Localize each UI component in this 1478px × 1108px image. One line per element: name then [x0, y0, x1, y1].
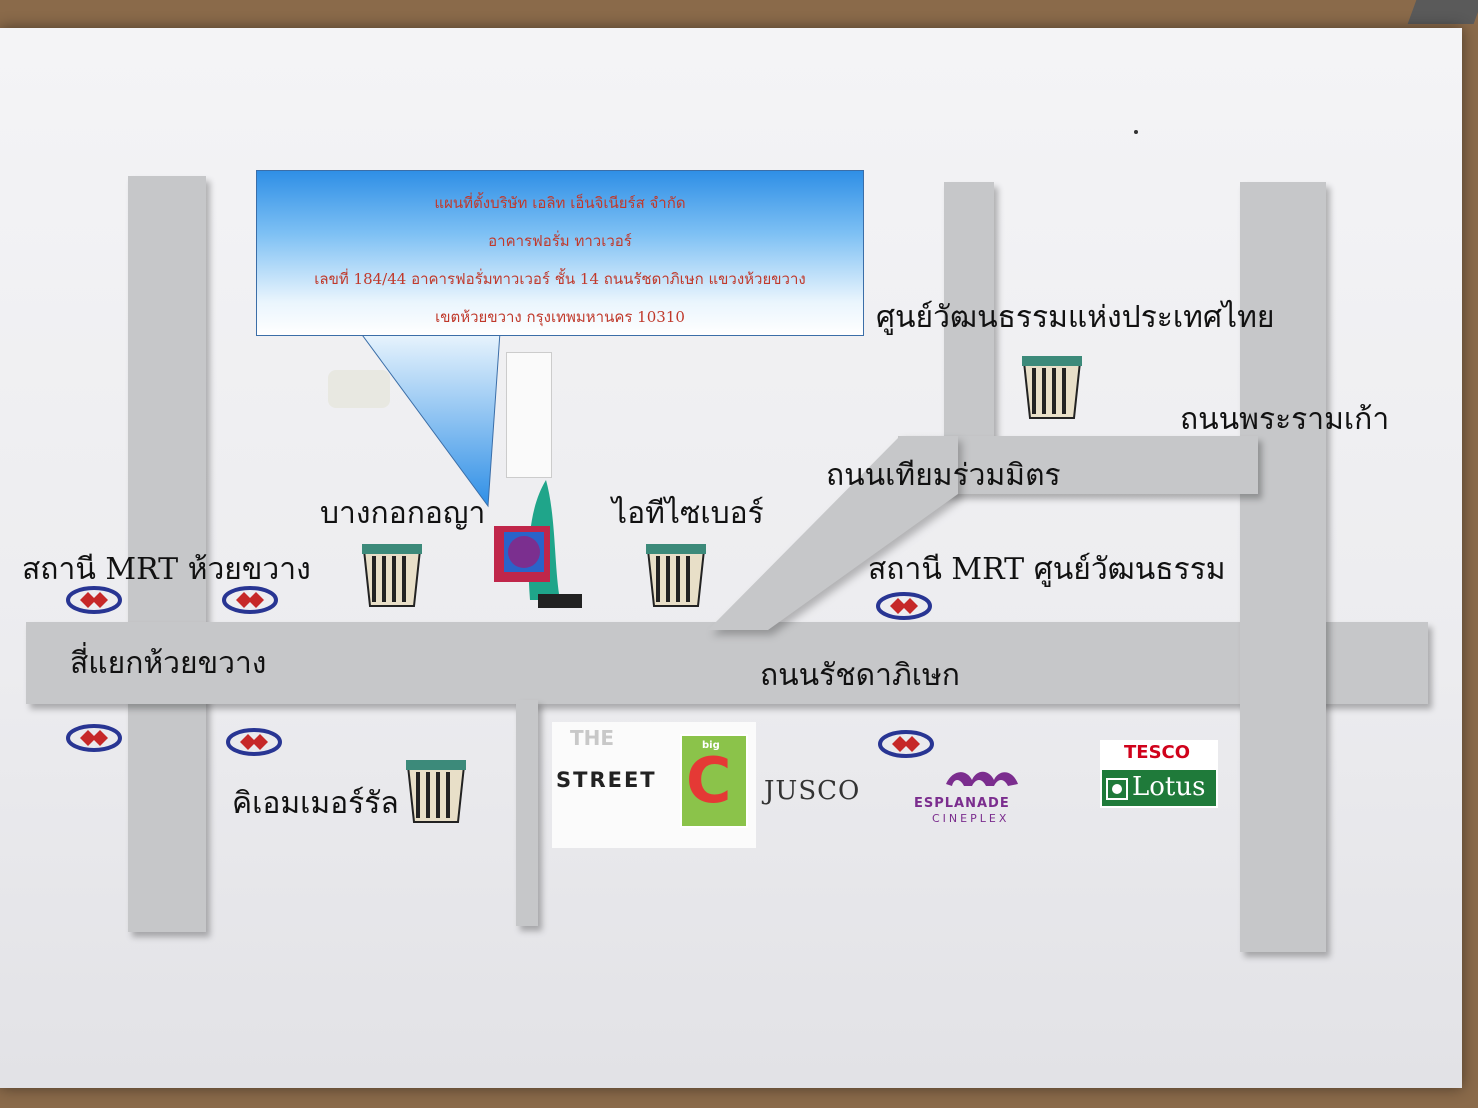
callout-building: อาคารฟอรั่ม ทาวเวอร์ [488, 232, 632, 250]
background-object [1407, 0, 1478, 24]
paper-dot [1134, 130, 1138, 134]
forum-tower-icon [494, 480, 582, 608]
building-icon-emerald [406, 760, 466, 823]
lotus-band: Lotus [1102, 770, 1216, 806]
esplanade-top: ESPLANADE [914, 796, 1010, 811]
the-street-top: THE [570, 726, 615, 750]
big-c-letter: C [686, 744, 732, 817]
label-ratchadaphisek-road: ถนนรัชดาภิเษก [760, 658, 960, 693]
label-mrt-cultural-center: สถานี MRT ศูนย์วัฒนธรรม [868, 552, 1226, 587]
label-rama9-road: ถนนพระรามเก้า [1180, 402, 1390, 437]
company-callout: แผนที่ตั้งบริษัท เอลิท เอ็นจิเนียร์ส จำก… [256, 170, 864, 336]
jusco-logo: JUSCO [764, 776, 861, 806]
road-ratchadaphisek [26, 622, 1428, 704]
the-street-bottom: STREET [556, 768, 657, 792]
building-icon-cultural-center [1022, 356, 1082, 419]
mrt-icon [222, 586, 278, 614]
paper-smudge [328, 370, 390, 408]
label-bangkok-insurance: บางกอกอญา [320, 496, 486, 531]
road-thiam-ruam-mit [898, 436, 1258, 494]
mrt-icon [66, 586, 122, 614]
esplanade-bottom: CINEPLEX [932, 812, 1010, 825]
big-c-logo: big C [680, 734, 748, 828]
building-icon-it-cyber [646, 544, 706, 607]
big-c-small: big [702, 740, 720, 751]
esplanade-mark-icon [946, 771, 1018, 786]
tesco-lotus-logo: TESCO Lotus [1100, 740, 1218, 808]
tesco-text: TESCO [1124, 742, 1191, 763]
label-thiam-ruam-mit-road: ถนนเทียมร่วมมิตร [826, 458, 1061, 493]
road-short-vertical [516, 700, 538, 926]
callout-address: เลขที่ 184/44 อาคารฟอรั่มทาวเวอร์ ชั้น 1… [314, 270, 806, 288]
road-left-vertical [128, 176, 206, 932]
road-middle-vertical [944, 182, 994, 444]
label-cultural-center: ศูนย์วัฒนธรรมแห่งประเทศไทย [876, 300, 1275, 335]
lotus-flower-icon [1106, 778, 1128, 800]
label-huai-khwang-intersection: สี่แยกห้วยขวาง [70, 646, 267, 681]
paper-patch [506, 352, 552, 478]
callout-district: เขตห้วยขวาง กรุงเทพมหานคร 10310 [435, 308, 685, 326]
mrt-icon [878, 730, 934, 758]
building-icon-bangkok-insurance [362, 544, 422, 607]
label-it-cyber: ไอทีไซเบอร์ [612, 496, 764, 531]
road-right-vertical [1240, 182, 1326, 952]
callout-title: แผนที่ตั้งบริษัท เอลิท เอ็นจิเนียร์ส จำก… [434, 194, 686, 212]
lotus-text: Lotus [1132, 772, 1206, 802]
mrt-icon [876, 592, 932, 620]
mrt-icon [66, 724, 122, 752]
mrt-icon [226, 728, 282, 756]
label-emerald: คิเอมเมอร์รัล [232, 786, 399, 821]
road-diagonal [708, 436, 958, 630]
label-mrt-huai-khwang: สถานี MRT ห้วยขวาง [22, 552, 311, 587]
